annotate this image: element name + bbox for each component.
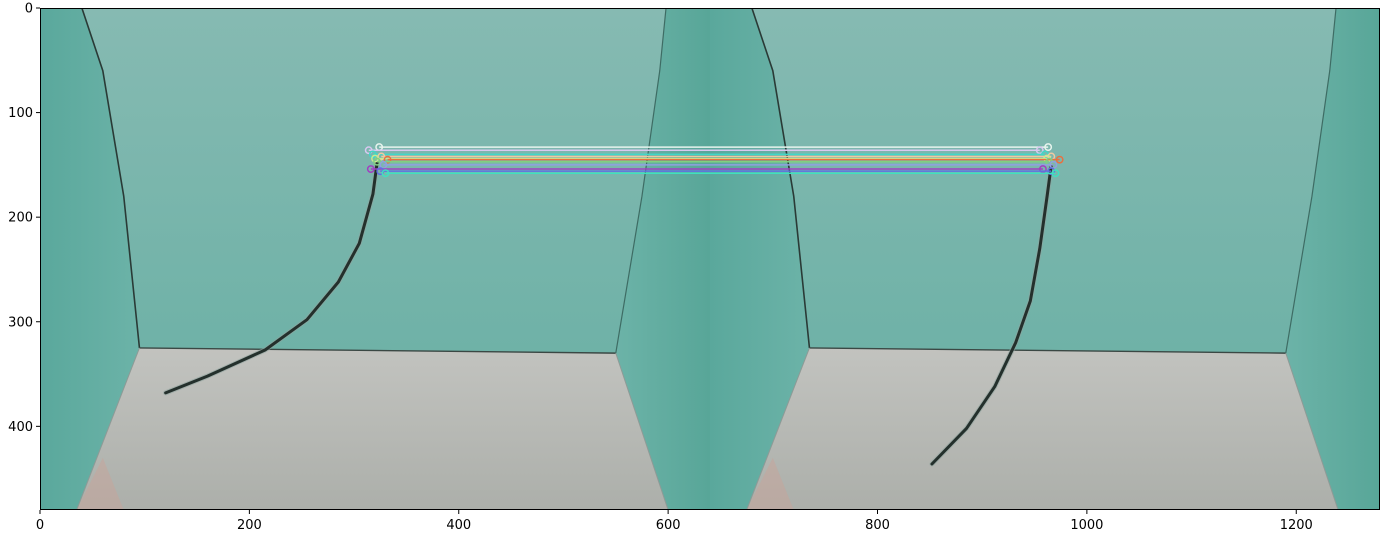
x-tick-label: 800 xyxy=(865,518,890,533)
x-tick-label: 1200 xyxy=(1280,518,1313,533)
keypoint-left xyxy=(364,146,373,155)
keypoint-right xyxy=(1051,169,1060,178)
y-tick-label: 400 xyxy=(8,420,33,435)
floor-edge xyxy=(139,347,616,354)
keypoint-right xyxy=(1035,146,1044,155)
floor-edge xyxy=(809,347,1286,354)
axes-frame xyxy=(40,8,1380,510)
x-tick-label: 600 xyxy=(656,518,681,533)
left-floor-edge xyxy=(746,347,810,510)
left-edge xyxy=(81,8,141,348)
x-tick-label: 400 xyxy=(446,518,471,533)
left-wall xyxy=(40,8,140,510)
right-wall xyxy=(1285,8,1380,510)
left-edge xyxy=(751,8,811,348)
image-area xyxy=(40,8,1380,510)
x-axis: 0 200 400 600 800 1000 1200 xyxy=(36,510,1313,533)
match-lines xyxy=(364,143,1064,178)
right-floor-edge xyxy=(615,352,669,510)
keypoint-right xyxy=(1047,167,1056,176)
corner-tint xyxy=(76,457,124,510)
y-tick-label: 200 xyxy=(8,211,33,226)
keypoint-right xyxy=(1038,165,1047,174)
floor xyxy=(746,347,1339,510)
corner-tint xyxy=(746,457,794,510)
panel-right xyxy=(710,8,1380,510)
x-tick-label: 200 xyxy=(237,518,262,533)
panel-left xyxy=(40,8,710,510)
keypoint-left xyxy=(379,160,388,169)
right-floor-edge xyxy=(1285,352,1339,510)
right-wall xyxy=(615,8,710,510)
x-tick-label: 0 xyxy=(36,518,44,533)
floor xyxy=(76,347,669,510)
right-edge xyxy=(1285,8,1337,354)
keypoint-left xyxy=(366,165,375,174)
cable-right xyxy=(930,163,1053,466)
cable-left xyxy=(164,161,379,395)
keypoint-left xyxy=(383,155,392,164)
left-wall xyxy=(710,8,810,510)
keypoint-left xyxy=(373,157,382,166)
y-tick-label: 100 xyxy=(8,106,33,121)
y-tick-label: 300 xyxy=(8,315,33,330)
y-tick-label: 0 xyxy=(25,2,33,17)
cable-paths xyxy=(163,160,1054,467)
keypoint-left xyxy=(381,169,390,178)
keypoint-right xyxy=(1044,143,1053,152)
right-edge xyxy=(615,8,667,354)
y-axis: 0 100 200 300 400 xyxy=(8,2,40,435)
left-floor-edge xyxy=(76,347,140,510)
x-tick-label: 1000 xyxy=(1070,518,1103,533)
keypoint-left xyxy=(368,150,377,159)
keypoint-right xyxy=(1055,155,1064,164)
